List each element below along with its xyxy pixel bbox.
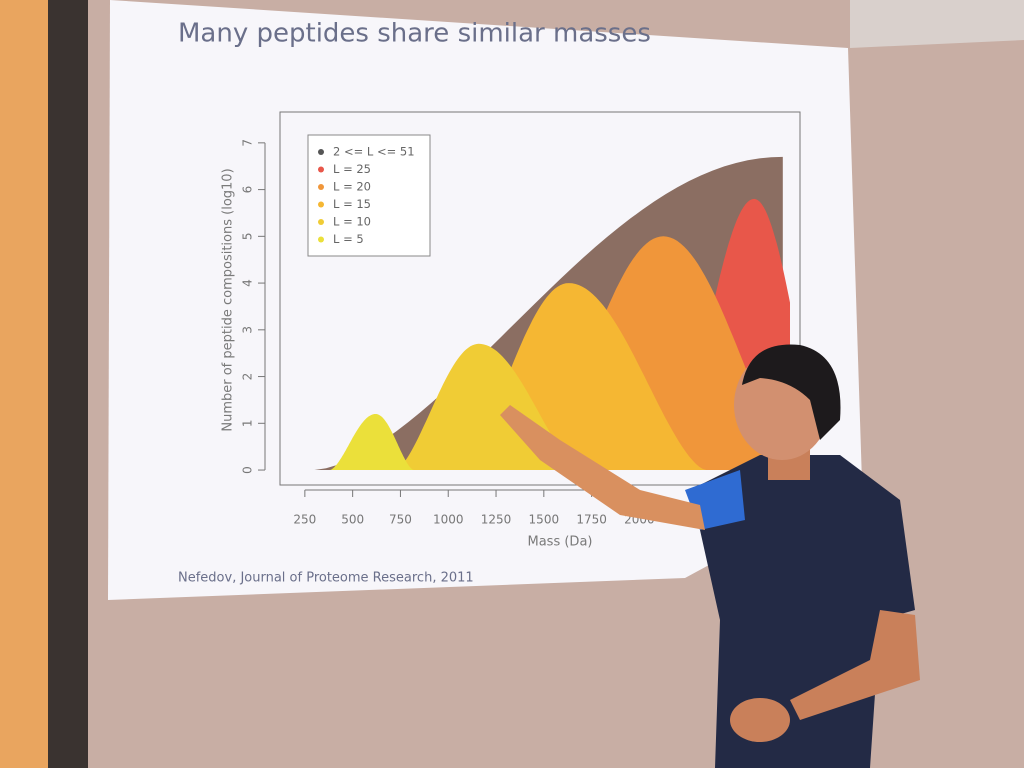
x-tick-label: 250 (293, 513, 316, 527)
legend-label: L = 5 (333, 232, 364, 246)
y-tick-label: 4 (241, 279, 255, 287)
legend-dot (318, 201, 324, 208)
plot-box (279, 111, 801, 486)
legend-dot (318, 219, 324, 225)
legend-label: 2 <= L <= 51 (333, 145, 415, 159)
y-tick-label: 5 (241, 233, 255, 241)
arm (500, 405, 705, 530)
y-tick-label: 1 (241, 419, 255, 427)
slide-title: Many peptides share similar masses (178, 19, 651, 49)
y-tick-label: 7 (241, 139, 255, 147)
y-tick-label: 6 (241, 186, 255, 194)
legend-label: L = 15 (333, 197, 371, 211)
y-tick-label: 2 (241, 373, 255, 381)
legend-dot (318, 149, 324, 155)
area (329, 414, 414, 470)
legend-label: L = 10 (333, 215, 371, 229)
hair (742, 344, 841, 440)
legend-dot (318, 166, 324, 173)
legend-dot (318, 184, 324, 190)
legend-label: L = 20 (333, 180, 371, 194)
wall (0, 0, 48, 768)
x-tick-label: 500 (341, 513, 364, 527)
legend-dot (318, 236, 324, 243)
y-axis-label: Number of peptide compositions (log10) (221, 168, 236, 431)
x-axis-label: Mass (Da) (528, 535, 593, 550)
citation: Nefedov, Journal of Proteome Research, 2… (178, 571, 474, 586)
hand (730, 698, 790, 742)
y-tick-label: 3 (241, 326, 255, 334)
ceiling (850, 0, 1024, 48)
legend-label: L = 25 (333, 162, 371, 176)
x-tick-label: 1500 (529, 513, 560, 527)
x-tick-label: 1750 (576, 513, 607, 527)
screen-frame (48, 0, 88, 768)
legend-box (307, 134, 431, 257)
other-arm (790, 610, 920, 720)
x-tick-label: 750 (389, 513, 412, 527)
y-tick-label: 0 (241, 466, 255, 474)
x-tick-label: 1250 (481, 513, 512, 527)
x-tick-label: 1000 (433, 513, 464, 527)
presenter (500, 344, 920, 768)
